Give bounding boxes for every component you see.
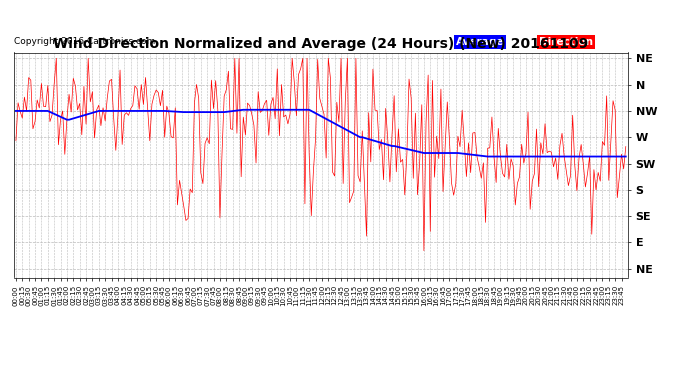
Text: Average: Average (456, 37, 504, 47)
Text: Direction: Direction (539, 37, 593, 47)
Text: Copyright 2016 Cartronics.com: Copyright 2016 Cartronics.com (14, 37, 155, 46)
Title: Wind Direction Normalized and Average (24 Hours) (New) 20161109: Wind Direction Normalized and Average (2… (53, 38, 589, 51)
